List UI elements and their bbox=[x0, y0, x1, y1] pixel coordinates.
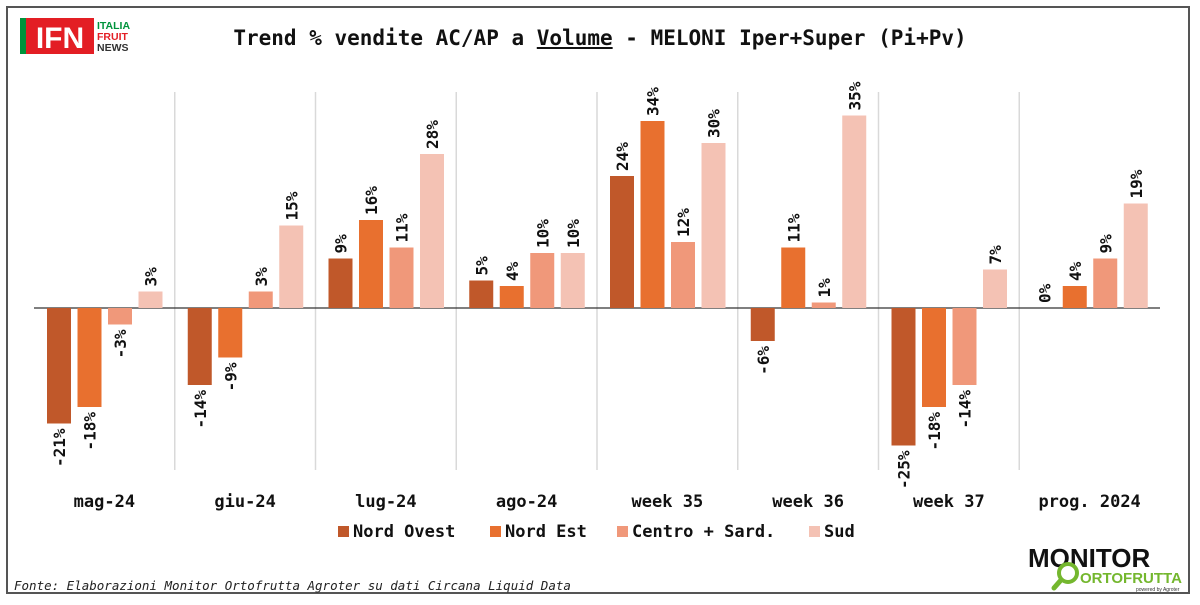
legend-label: Centro + Sard. bbox=[632, 522, 775, 542]
bar-nord-est bbox=[640, 121, 665, 308]
data-label: 9% bbox=[332, 234, 351, 254]
data-label: 10% bbox=[564, 219, 583, 248]
data-label: 28% bbox=[423, 120, 442, 149]
data-label: 11% bbox=[393, 213, 412, 242]
bar-nord-est bbox=[499, 286, 524, 308]
data-label: 30% bbox=[705, 109, 724, 138]
bar-nord-ovest bbox=[610, 176, 634, 308]
data-label: 10% bbox=[533, 219, 552, 248]
data-label: 11% bbox=[784, 213, 803, 242]
bar-nord-ovest bbox=[47, 308, 71, 424]
data-label: 5% bbox=[472, 256, 491, 276]
data-label: 0% bbox=[1035, 283, 1054, 303]
bar-sud bbox=[138, 291, 163, 308]
data-label: -18% bbox=[81, 412, 100, 451]
bar-centro-sard- bbox=[108, 308, 132, 325]
data-label: 15% bbox=[282, 191, 301, 220]
data-label: 35% bbox=[845, 81, 864, 110]
bar-nord-est bbox=[359, 220, 383, 308]
bar-nord-ovest bbox=[187, 308, 212, 385]
category-label: lug-24 bbox=[355, 492, 416, 512]
bar-nord-ovest bbox=[891, 308, 916, 446]
data-label: 12% bbox=[674, 208, 693, 237]
category-label: prog. 2024 bbox=[1038, 492, 1140, 512]
bar-sud bbox=[279, 225, 304, 308]
bar-sud bbox=[420, 154, 444, 308]
chart-title-underlined: Volume bbox=[536, 26, 613, 50]
data-label: -14% bbox=[191, 390, 210, 429]
ifn-logo-line2: FRUIT bbox=[97, 31, 128, 43]
category-label: ago-24 bbox=[496, 492, 557, 512]
bar-sud bbox=[701, 143, 726, 308]
data-label: -3% bbox=[111, 329, 130, 358]
legend-swatch bbox=[338, 526, 349, 537]
bar-nord-est bbox=[922, 308, 946, 407]
data-label: -25% bbox=[895, 450, 914, 489]
data-label: 3% bbox=[142, 267, 161, 287]
data-label: -9% bbox=[221, 362, 240, 391]
legend-label: Nord Est bbox=[505, 522, 587, 542]
bar-centro-sard- bbox=[1093, 258, 1118, 308]
data-label: 7% bbox=[986, 245, 1005, 265]
chart-title-part2: - MELONI Iper+Super (Pi+Pv) bbox=[612, 26, 967, 50]
data-label: -21% bbox=[50, 428, 69, 467]
data-label: 34% bbox=[644, 87, 663, 116]
magnifier-icon bbox=[1057, 562, 1079, 584]
bar-nord-est bbox=[218, 308, 243, 358]
ifn-logo-background bbox=[20, 18, 94, 54]
legend-swatch bbox=[809, 526, 820, 537]
data-label: 4% bbox=[1066, 261, 1085, 281]
bar-centro-sard- bbox=[248, 291, 273, 308]
category-label: week 37 bbox=[913, 492, 985, 512]
bar-sud bbox=[560, 253, 585, 308]
ifn-logo-letters: IFN bbox=[36, 22, 84, 54]
data-label: 16% bbox=[362, 186, 381, 215]
legend-swatch bbox=[617, 526, 628, 537]
bar-sud bbox=[1123, 203, 1148, 308]
data-label: 9% bbox=[1096, 234, 1115, 254]
category-label: mag-24 bbox=[74, 492, 135, 512]
data-label: -14% bbox=[956, 390, 975, 429]
bar-centro-sard- bbox=[671, 242, 695, 308]
bar-centro-sard- bbox=[389, 247, 414, 308]
bar-nord-ovest bbox=[750, 308, 775, 341]
chart-title: Trend % vendite AC/AP a Volume - MELONI … bbox=[0, 26, 1200, 50]
bar-sud bbox=[983, 269, 1007, 308]
ifn-logo: IFN ITALIA FRUIT NEWS bbox=[20, 18, 130, 54]
data-label: 1% bbox=[815, 278, 834, 298]
bar-centro-sard- bbox=[952, 308, 977, 385]
bar-nord-est bbox=[1062, 286, 1087, 308]
monitor-logo-line1: MONITOR bbox=[1028, 543, 1151, 573]
bar-sud bbox=[842, 115, 867, 308]
ifn-logo-line1: ITALIA bbox=[97, 20, 130, 32]
ifn-logo-stripe bbox=[20, 18, 26, 54]
bar-nord-est bbox=[77, 308, 102, 407]
ifn-logo-line3: NEWS bbox=[97, 42, 129, 54]
monitor-ortofrutta-logo: MONITOR ORTOFRUTTA powered by Agroter bbox=[1028, 543, 1182, 593]
legend-swatch bbox=[490, 526, 501, 537]
monitor-logo-line2: ORTOFRUTTA bbox=[1080, 570, 1182, 587]
data-label: -18% bbox=[925, 412, 944, 451]
bar-nord-est bbox=[781, 247, 806, 308]
data-label: 19% bbox=[1127, 169, 1146, 198]
legend-label: Sud bbox=[824, 522, 855, 542]
data-label: 24% bbox=[613, 142, 632, 171]
bar-nord-ovest bbox=[328, 258, 353, 308]
data-label: -6% bbox=[754, 346, 773, 375]
category-label: week 36 bbox=[772, 492, 844, 512]
chart-title-part1: Trend % vendite AC/AP a bbox=[233, 26, 537, 50]
bar-centro-sard- bbox=[811, 302, 836, 308]
bar-centro-sard- bbox=[530, 253, 555, 308]
data-label: 4% bbox=[503, 261, 522, 281]
bar-nord-ovest bbox=[469, 280, 494, 308]
data-label: 3% bbox=[252, 267, 271, 287]
category-label: week 35 bbox=[632, 492, 704, 512]
legend-label: Nord Ovest bbox=[353, 522, 455, 542]
monitor-logo-tagline: powered by Agroter bbox=[1136, 587, 1180, 593]
source-note: Fonte: Elaborazioni Monitor Ortofrutta A… bbox=[14, 578, 571, 593]
category-label: giu-24 bbox=[214, 492, 275, 512]
